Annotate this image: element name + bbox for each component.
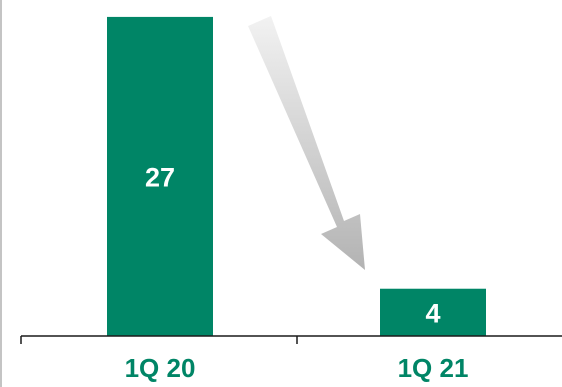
bar-value-label: 27 (145, 162, 175, 192)
category-label: 1Q 21 (398, 353, 469, 383)
bar-1q-21 (380, 288, 486, 336)
bar-1q-20 (107, 16, 213, 337)
down-arrow-annotation (248, 16, 365, 270)
category-label: 1Q 20 (125, 353, 196, 383)
bar-value-label: 4 (425, 298, 440, 328)
